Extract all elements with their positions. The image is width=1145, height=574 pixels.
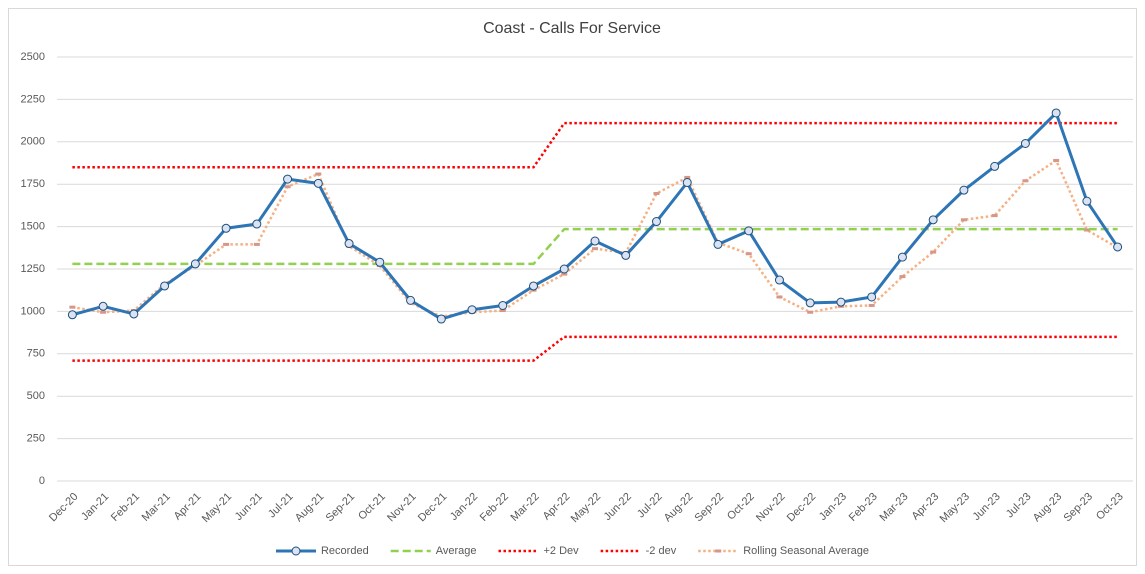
line [72,227,1118,266]
legend-item: Average [390,545,477,557]
marker [897,252,907,262]
series [72,335,1118,362]
marker [682,178,692,188]
y-tick-label: 2250 [21,93,45,105]
marker [1053,158,1060,162]
marker [344,239,354,249]
marker [221,223,231,233]
marker [651,217,661,227]
marker [713,239,723,249]
marker [406,295,416,305]
marker [745,252,752,256]
marker [807,310,814,314]
marker [960,218,967,222]
marker [868,303,875,307]
marker [744,226,754,236]
marker [375,257,385,267]
marker [67,310,77,320]
line [72,335,1118,362]
marker [930,250,937,254]
marker [160,281,170,291]
marker [283,174,293,184]
legend-label: -2 dev [646,545,677,557]
marker [1022,179,1029,183]
y-tick-label: 1500 [21,221,45,233]
legend-marker [291,546,301,556]
marker [621,250,631,260]
marker [653,192,660,196]
marker [315,172,322,176]
marker [590,236,600,246]
marker [499,309,506,313]
marker [1082,196,1092,206]
y-tick-label: 750 [27,348,45,360]
legend-item: Rolling Seasonal Average [698,545,869,557]
y-tick-label: 0 [39,475,45,487]
marker [1113,242,1123,252]
y-tick-label: 2500 [21,51,45,63]
marker [867,292,877,302]
marker [467,305,477,315]
series [69,158,1121,318]
legend-item: Recorded [275,545,369,557]
marker [252,219,262,229]
marker [592,247,598,251]
marker [69,305,76,309]
marker [129,309,139,319]
marker [1020,138,1030,148]
marker [223,242,230,246]
marker [98,301,108,311]
marker [1051,108,1061,118]
marker [990,161,1000,171]
marker [498,300,508,310]
marker [313,178,323,188]
marker [991,214,998,218]
legend-label: Recorded [321,545,369,557]
marker [899,275,906,279]
marker [190,259,200,269]
chart-border [8,8,1137,566]
legend: Recorded Average +2 Dev -2 dev Rolling Seaso… [275,545,869,557]
marker [1083,228,1090,232]
y-tick-label: 1250 [21,263,45,275]
y-tick-label: 1000 [21,305,45,317]
legend-label: Rolling Seasonal Average [743,545,869,557]
marker [436,314,446,324]
series [72,121,1118,169]
marker [529,281,539,291]
marker [774,275,784,285]
legend-item: -2 dev [600,545,677,557]
series [67,108,1123,324]
marker [559,264,569,274]
y-tick-label: 250 [27,433,45,445]
marker [284,185,291,189]
series [72,227,1118,266]
legend-label: +2 Dev [543,545,579,557]
marker [561,272,568,276]
chart-title: Coast - Calls For Service [483,20,661,37]
y-tick-label: 500 [27,390,45,402]
legend-item: +2 Dev [498,545,579,557]
y-tick-label: 2000 [21,136,45,148]
marker [836,297,846,307]
line [72,121,1118,169]
y-tick-label: 1750 [21,178,45,190]
marker [928,215,938,225]
marker [100,310,107,314]
legend-marker [715,549,722,553]
marker [959,185,969,195]
legend-label: Average [436,545,477,557]
marker [776,295,783,299]
marker [684,175,691,179]
marker [805,298,815,308]
marker [253,242,260,246]
